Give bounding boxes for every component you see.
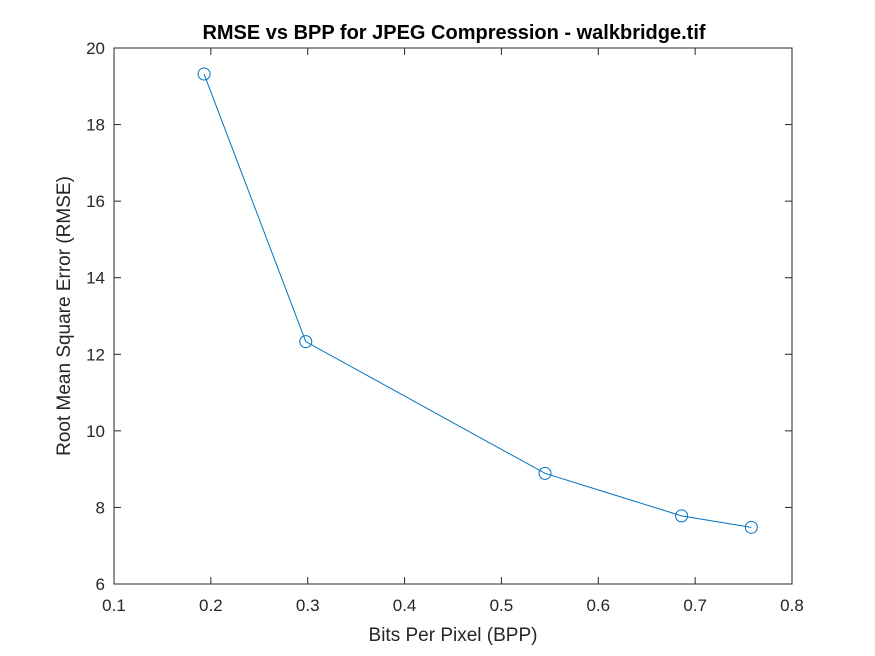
axes-box — [113, 47, 793, 585]
x-tick-label: 0.6 — [586, 596, 610, 615]
y-axis-ticks: 6 8 10 12 14 16 18 20 — [86, 39, 792, 594]
chart-title: RMSE vs BPP for JPEG Compression - walkb… — [202, 22, 705, 44]
data-point-marker — [299, 335, 313, 349]
y-tick-label: 14 — [86, 269, 105, 288]
x-tick-label: 0.2 — [199, 596, 223, 615]
x-tick-label: 0.4 — [393, 596, 417, 615]
y-axis-label: Root Mean Square Error (RMSE) — [54, 176, 75, 456]
y-tick-label: 12 — [86, 345, 105, 364]
x-axis-label: Bits Per Pixel (BPP) — [369, 625, 538, 646]
series-line — [203, 73, 752, 528]
y-tick-label: 16 — [86, 192, 105, 211]
y-tick-label: 18 — [86, 116, 105, 135]
data-point-marker — [538, 466, 552, 480]
y-tick-label: 20 — [86, 39, 105, 58]
x-tick-label: 0.3 — [296, 596, 320, 615]
x-tick-label: 0.1 — [102, 596, 126, 615]
x-tick-label: 0.7 — [683, 596, 707, 615]
x-axis-ticks: 0.1 0.2 0.3 0.4 0.5 0.6 0.7 0.8 — [102, 48, 804, 615]
x-tick-label: 0.8 — [780, 596, 804, 615]
y-tick-label: 6 — [96, 575, 105, 594]
plot-area: 0.1 0.2 0.3 0.4 0.5 0.6 0.7 0.8 6 8 10 12 14 16 18 20 — [86, 39, 804, 615]
data-point-marker — [744, 520, 758, 534]
y-tick-label: 10 — [86, 422, 105, 441]
data-point-marker — [197, 67, 211, 81]
y-tick-label: 8 — [96, 498, 105, 517]
series-layer — [197, 67, 758, 534]
x-tick-label: 0.5 — [490, 596, 514, 615]
data-point-marker — [675, 509, 689, 523]
